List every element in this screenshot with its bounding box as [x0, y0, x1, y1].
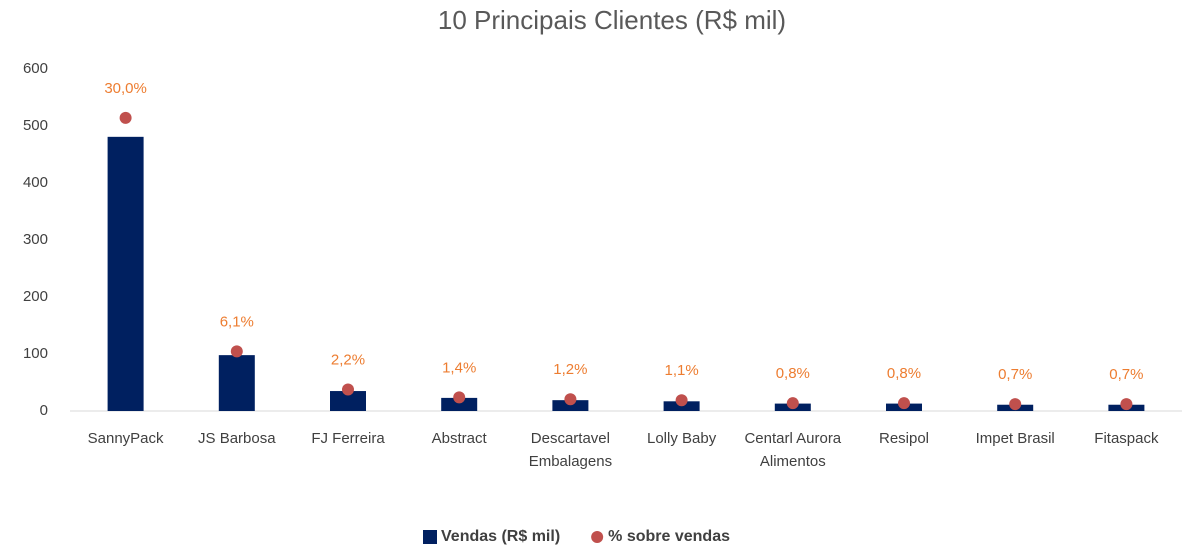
legend-swatch: [423, 530, 437, 544]
marker: [898, 397, 910, 410]
data-label: 0,8%: [776, 365, 810, 382]
x-tick-label: FJ Ferreira: [311, 430, 385, 447]
x-tick-label: JS Barbosa: [198, 430, 276, 447]
marker: [675, 394, 688, 407]
x-tick-label: SannyPack: [87, 430, 164, 447]
marker: [1120, 398, 1133, 411]
x-tick-label: Abstract: [431, 430, 487, 447]
marker: [119, 111, 132, 124]
marker: [230, 345, 243, 358]
y-tick-label: 500: [23, 117, 48, 134]
x-tick-label: Descartavel Embalagens: [528, 430, 613, 470]
x-tick-label: Centarl Aurora Alimentos: [744, 430, 842, 470]
bar: [218, 355, 255, 411]
y-tick-label: 200: [23, 288, 48, 305]
marker: [1009, 398, 1022, 411]
x-tick-label: Impet Brasil: [975, 430, 1055, 447]
bar: [441, 397, 478, 411]
bar: [107, 136, 144, 411]
x-tick-label: Lolly Baby: [646, 430, 717, 447]
data-label: 1,1%: [664, 362, 698, 379]
y-tick-label: 600: [23, 60, 48, 77]
data-label: 1,4%: [442, 359, 476, 376]
x-tick-label: Resipol: [878, 430, 930, 447]
bar: [552, 400, 589, 411]
marker: [786, 397, 799, 410]
data-label: 0,7%: [1109, 366, 1143, 383]
y-tick-label: 0: [40, 402, 48, 419]
y-tick-label: 300: [23, 231, 48, 248]
legend-label: % sobre vendas: [608, 528, 730, 545]
data-label: 30,0%: [104, 80, 147, 97]
chart-title: 10 Principais Clientes (R$ mil): [438, 5, 786, 35]
marker: [342, 383, 354, 396]
legend-label: Vendas (R$ mil): [441, 528, 560, 545]
y-tick-label: 100: [23, 345, 48, 362]
bar: [330, 391, 366, 411]
y-tick-label: 400: [23, 174, 48, 191]
marker: [453, 391, 466, 404]
marker: [564, 393, 577, 406]
data-label: 1,2%: [553, 361, 587, 378]
data-label: 0,8%: [887, 365, 921, 382]
x-tick-label: Fitaspack: [1094, 430, 1159, 447]
data-label: 0,7%: [998, 366, 1032, 383]
legend-swatch: [591, 531, 604, 543]
data-label: 2,2%: [331, 351, 365, 368]
data-label: 6,1%: [220, 313, 254, 330]
